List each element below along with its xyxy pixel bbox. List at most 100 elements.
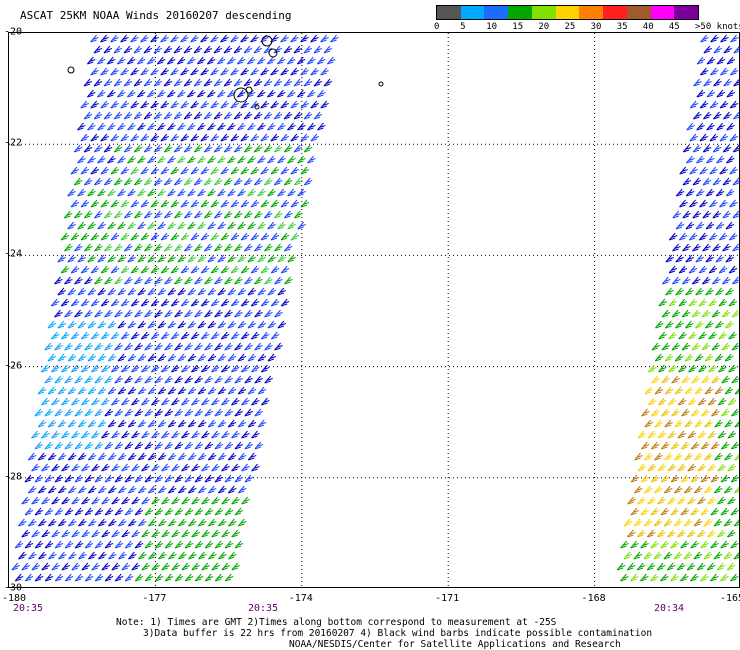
wind-barb xyxy=(194,276,203,285)
wind-barb xyxy=(77,188,86,197)
wind-barb xyxy=(61,496,70,505)
wind-barb xyxy=(250,34,259,43)
wind-barb xyxy=(38,551,47,560)
wind-barb xyxy=(685,287,694,296)
wind-barb xyxy=(213,45,223,54)
wind-barb xyxy=(682,144,692,153)
wind-barb xyxy=(702,177,712,186)
wind-barb xyxy=(197,122,206,131)
wind-barb xyxy=(96,56,106,65)
wind-barb xyxy=(41,430,50,439)
wind-barb xyxy=(104,408,113,417)
wind-barb xyxy=(124,309,133,318)
wind-barb xyxy=(712,144,722,153)
wind-barb xyxy=(110,331,120,340)
wind-barb xyxy=(180,34,189,43)
wind-barb xyxy=(124,375,133,384)
wind-barb xyxy=(200,166,210,175)
wind-barb xyxy=(184,408,193,417)
wind-barb xyxy=(167,254,176,263)
wind-barb xyxy=(124,243,133,252)
wind-barb xyxy=(157,122,166,131)
wind-barb xyxy=(244,441,254,450)
wind-barb xyxy=(37,419,47,428)
wind-barb xyxy=(130,331,140,340)
wind-barb xyxy=(97,221,106,230)
wind-barb xyxy=(64,342,73,351)
wind-barb xyxy=(224,540,234,549)
wind-barb xyxy=(277,221,286,230)
wind-barb xyxy=(127,419,137,428)
wind-barb xyxy=(683,485,693,494)
wind-barb xyxy=(190,166,200,175)
wind-barb xyxy=(247,188,256,197)
wind-barb xyxy=(134,375,143,384)
wind-barb xyxy=(157,221,166,230)
wind-barb xyxy=(646,529,656,538)
wind-barb xyxy=(164,342,173,351)
wind-barb xyxy=(127,386,137,395)
wind-barb xyxy=(87,287,96,296)
wind-barb xyxy=(171,463,180,472)
wind-barb xyxy=(201,496,210,505)
wind-barb xyxy=(137,221,146,230)
wind-barb xyxy=(120,298,130,307)
wind-barb xyxy=(57,386,67,395)
wind-barb xyxy=(154,342,163,351)
wind-barb xyxy=(200,232,210,241)
wind-barb xyxy=(57,254,66,263)
wind-barb xyxy=(250,133,259,142)
wind-barb xyxy=(80,133,89,142)
wind-barb xyxy=(217,287,226,296)
wind-barb xyxy=(287,155,296,164)
wind-barb xyxy=(671,309,681,318)
time-label-west: 20:35 xyxy=(12,603,44,614)
wind-barb xyxy=(241,397,250,406)
wind-barb xyxy=(678,331,687,340)
wind-barb xyxy=(681,276,691,285)
wind-barb xyxy=(240,34,249,43)
wind-barb xyxy=(206,89,216,98)
wind-barb xyxy=(57,452,67,461)
wind-barb xyxy=(154,408,163,417)
legend-swatch xyxy=(437,6,461,19)
wind-barb xyxy=(214,441,224,450)
wind-barb xyxy=(184,573,194,582)
legend-swatch xyxy=(650,6,675,19)
wind-barb xyxy=(153,111,163,120)
wind-barb xyxy=(90,364,100,373)
wind-barb xyxy=(276,89,286,98)
wind-barb xyxy=(674,353,684,362)
wind-barb xyxy=(161,496,170,505)
wind-barb xyxy=(196,56,206,65)
wind-barb xyxy=(180,100,189,109)
wind-barb xyxy=(280,67,289,76)
wind-barb xyxy=(207,188,216,197)
wind-barb xyxy=(263,210,273,219)
wind-barb xyxy=(700,540,709,549)
wind-barb xyxy=(137,188,146,197)
wind-barb xyxy=(719,166,728,175)
wind-barb xyxy=(100,331,110,340)
wind-barb xyxy=(685,254,694,263)
wind-barb xyxy=(190,298,200,307)
wind-barb xyxy=(204,375,213,384)
wind-barb xyxy=(273,111,283,120)
wind-barb xyxy=(147,320,157,329)
wind-barb xyxy=(257,254,266,263)
wind-barb xyxy=(256,89,266,98)
wind-barb xyxy=(84,573,94,582)
wind-barb xyxy=(50,331,60,340)
latitude-label: -22 xyxy=(4,137,23,149)
wind-barb xyxy=(164,540,174,549)
wind-barb xyxy=(633,518,643,527)
island-outline xyxy=(268,48,278,58)
wind-barb xyxy=(684,386,694,395)
wind-barb xyxy=(27,452,37,461)
wind-barb xyxy=(114,309,123,318)
wind-barb xyxy=(164,276,173,285)
wind-barb xyxy=(637,430,647,439)
wind-barb xyxy=(134,573,144,582)
wind-barb xyxy=(667,397,677,406)
wind-barb xyxy=(183,210,193,219)
